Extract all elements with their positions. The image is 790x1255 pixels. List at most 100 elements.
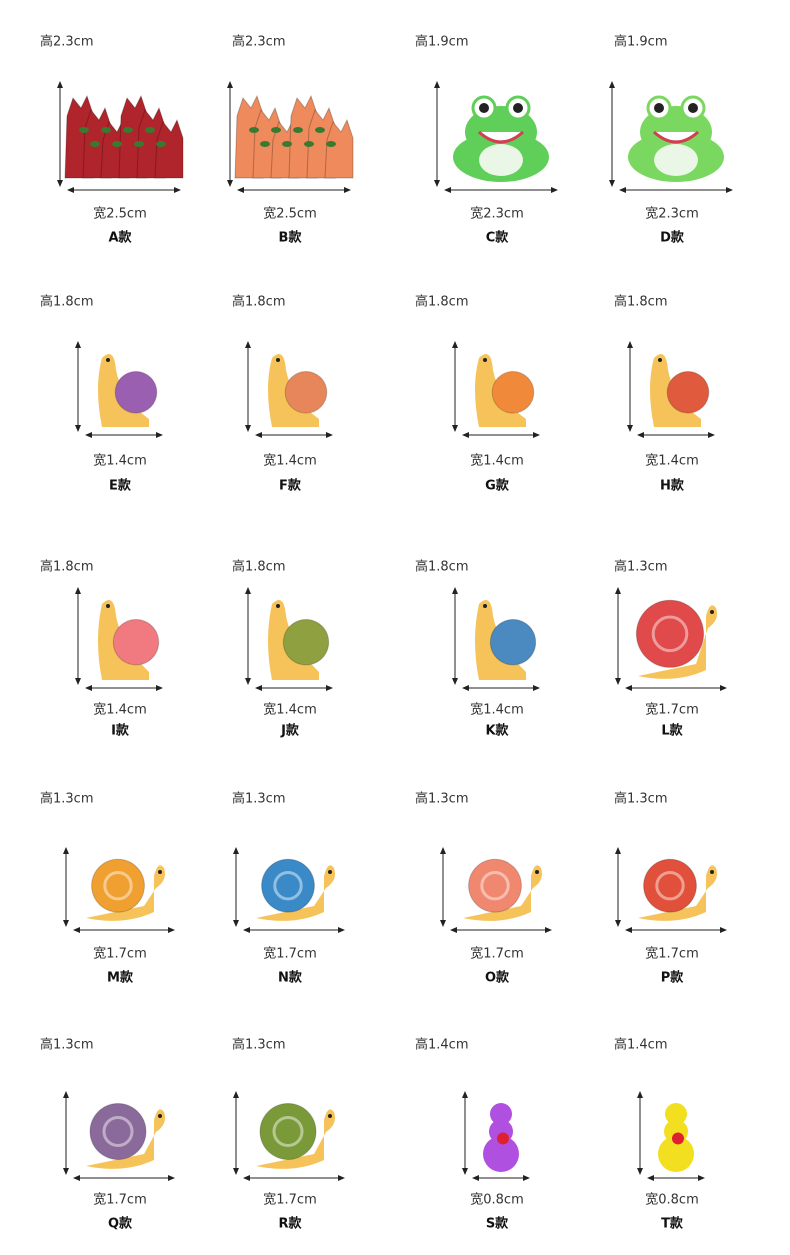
- figure-leaf: [282, 141, 292, 147]
- width-label: 宽1.7cm: [93, 1192, 147, 1208]
- figure: [665, 1103, 687, 1125]
- figure-shell: [491, 371, 535, 414]
- width-label: 宽1.4cm: [93, 453, 147, 469]
- figure-shell: [114, 371, 158, 414]
- figure-leaf: [123, 127, 133, 133]
- figure-eye: [328, 1114, 332, 1118]
- product-cell: 高2.3cm 宽2.5cm B款: [227, 34, 354, 246]
- figure-shell: [261, 858, 315, 913]
- product-cell: 高1.8cm 宽1.4cm J款: [232, 559, 333, 739]
- height-label: 高1.9cm: [614, 34, 668, 50]
- figure-shell: [259, 1103, 317, 1160]
- width-label: 宽1.4cm: [645, 453, 699, 469]
- item-name: T款: [661, 1216, 684, 1232]
- product-cell: 高1.8cm 宽1.4cm E款: [40, 294, 163, 494]
- width-label: 宽0.8cm: [470, 1192, 524, 1208]
- figure-pupil: [513, 103, 523, 113]
- product-cell: 高1.4cm 宽0.8cm S款: [415, 1037, 530, 1232]
- figure-shell: [89, 1103, 147, 1160]
- figure-shell-swirl: [273, 871, 303, 901]
- figure-shell: [91, 858, 145, 913]
- item-name: I款: [111, 723, 130, 739]
- figure-shell: [489, 619, 537, 666]
- figure-shell: [284, 371, 328, 414]
- width-label: 宽1.7cm: [645, 702, 699, 718]
- product-cell: 高1.3cm 宽1.7cm M款: [40, 791, 175, 986]
- figure: [483, 1136, 519, 1172]
- width-label: 宽0.8cm: [645, 1192, 699, 1208]
- figure-eye: [710, 870, 714, 874]
- figure-belly: [654, 144, 698, 176]
- item-name: F款: [279, 478, 302, 494]
- product-cell: 高2.3cm 宽2.5cm A款: [40, 34, 184, 246]
- item-name: G款: [485, 478, 510, 494]
- figure-mouth: [477, 130, 525, 144]
- figure-eye: [276, 358, 280, 362]
- item-name: L款: [661, 723, 683, 739]
- figure-leaf: [293, 127, 303, 133]
- figure-mouth: [652, 130, 700, 144]
- figure-leaf: [326, 141, 336, 147]
- width-label: 宽1.7cm: [263, 1192, 317, 1208]
- figure-eye: [710, 610, 714, 614]
- figure-eye: [106, 604, 110, 608]
- height-label: 高1.4cm: [415, 1037, 469, 1053]
- height-label: 高1.3cm: [232, 1037, 286, 1053]
- item-name: N款: [278, 970, 303, 986]
- figure-leaf: [90, 141, 100, 147]
- figure-eye: [276, 604, 280, 608]
- figure: [463, 865, 542, 921]
- figure-leaf: [145, 127, 155, 133]
- width-label: 宽1.7cm: [470, 946, 524, 962]
- item-name: E款: [109, 478, 132, 494]
- figure-pupil: [688, 103, 698, 113]
- figure-shell: [666, 371, 710, 414]
- product-cell: 高1.9cm 宽2.3cm C款: [415, 34, 558, 246]
- item-name: S款: [486, 1216, 509, 1232]
- width-label: 宽1.4cm: [470, 453, 524, 469]
- figure-pupil: [479, 103, 489, 113]
- height-label: 高1.3cm: [40, 1037, 94, 1053]
- width-label: 宽2.5cm: [263, 206, 317, 222]
- height-label: 高1.8cm: [614, 294, 668, 310]
- height-label: 高1.3cm: [232, 791, 286, 807]
- product-cell: 高1.3cm 宽1.7cm Q款: [40, 1037, 175, 1232]
- product-cell: 高1.3cm 宽1.7cm R款: [232, 1037, 345, 1232]
- figure-eye: [483, 358, 487, 362]
- figure-leaf: [101, 127, 111, 133]
- height-label: 高1.8cm: [415, 294, 469, 310]
- height-label: 高1.9cm: [415, 34, 469, 50]
- figure-leaf: [304, 141, 314, 147]
- item-name: A款: [108, 230, 132, 246]
- figure-leaf: [156, 141, 166, 147]
- width-label: 宽1.7cm: [645, 946, 699, 962]
- height-label: 高2.3cm: [40, 34, 94, 50]
- figure: [86, 865, 165, 921]
- figure: [638, 605, 717, 679]
- figure-shell: [635, 599, 705, 668]
- product-cell: 高1.8cm 宽1.4cm I款: [40, 559, 163, 739]
- item-name: M款: [107, 970, 134, 986]
- figure-leaf: [112, 141, 122, 147]
- product-cell: 高1.4cm 宽0.8cm T款: [614, 1037, 705, 1232]
- figure-shell-swirl: [651, 615, 689, 653]
- figure-heart: [497, 1132, 509, 1145]
- height-label: 高1.8cm: [232, 294, 286, 310]
- figure-leaf: [260, 141, 270, 147]
- width-label: 宽1.4cm: [470, 702, 524, 718]
- figure: [256, 1109, 335, 1169]
- product-cell: 高1.3cm 宽1.7cm O款: [415, 791, 552, 986]
- figure-eye: [158, 1114, 162, 1118]
- height-label: 高1.8cm: [415, 559, 469, 575]
- figure-shell-swirl: [655, 871, 685, 901]
- product-cell: 高1.8cm 宽1.4cm K款: [415, 559, 540, 739]
- width-label: 宽1.4cm: [263, 453, 317, 469]
- figure-leaf: [134, 141, 144, 147]
- figure-shell: [468, 858, 522, 913]
- figure: [86, 1109, 165, 1169]
- product-cell: 高1.3cm 宽1.7cm L款: [614, 559, 727, 739]
- figure-eye: [535, 870, 539, 874]
- figure-shell-swirl: [480, 871, 510, 901]
- item-name: H款: [660, 478, 685, 494]
- width-label: 宽1.4cm: [93, 702, 147, 718]
